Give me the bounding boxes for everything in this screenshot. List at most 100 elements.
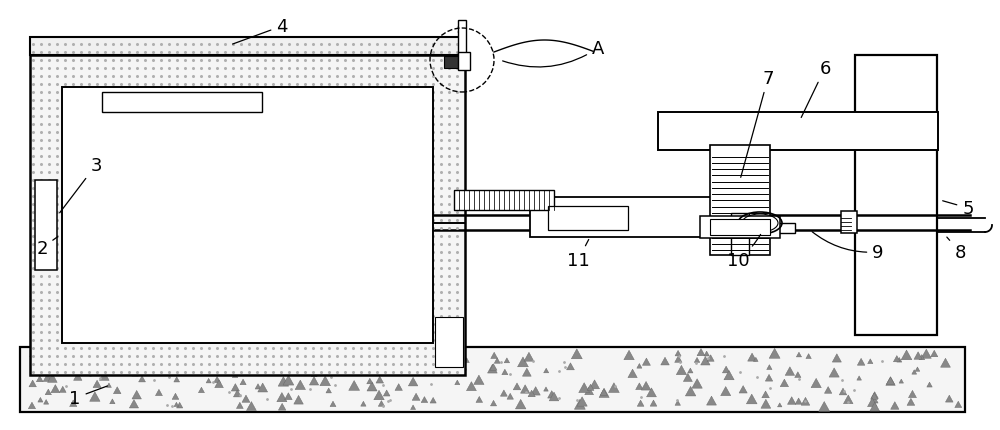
Polygon shape [676, 366, 687, 375]
Bar [444, 57, 458, 69]
Polygon shape [544, 387, 548, 391]
Polygon shape [358, 348, 367, 356]
Polygon shape [767, 365, 772, 370]
Polygon shape [206, 378, 211, 383]
Polygon shape [857, 359, 865, 366]
Polygon shape [721, 387, 731, 396]
Polygon shape [464, 358, 469, 363]
Text: 1: 1 [69, 386, 107, 407]
Polygon shape [311, 372, 317, 377]
Polygon shape [524, 353, 534, 361]
Polygon shape [600, 389, 607, 396]
Polygon shape [811, 378, 821, 388]
Bar [855, 56, 937, 335]
Bar [30, 56, 465, 375]
Polygon shape [871, 393, 878, 399]
Polygon shape [408, 378, 418, 386]
Polygon shape [795, 398, 802, 404]
Bar [62, 88, 433, 343]
Polygon shape [765, 375, 773, 381]
Polygon shape [78, 360, 89, 370]
Polygon shape [129, 399, 139, 408]
Polygon shape [107, 383, 111, 387]
Polygon shape [857, 376, 861, 380]
Polygon shape [528, 390, 535, 397]
Polygon shape [574, 399, 585, 409]
Polygon shape [637, 400, 644, 406]
Polygon shape [761, 399, 771, 408]
Polygon shape [231, 384, 239, 391]
Polygon shape [75, 350, 85, 359]
Polygon shape [785, 367, 795, 375]
Polygon shape [412, 393, 420, 400]
Polygon shape [522, 369, 531, 376]
Polygon shape [571, 349, 582, 359]
Polygon shape [174, 402, 179, 407]
Polygon shape [191, 362, 198, 369]
Polygon shape [258, 383, 268, 392]
Polygon shape [62, 365, 71, 372]
Polygon shape [739, 386, 747, 393]
Polygon shape [796, 352, 802, 357]
Polygon shape [90, 392, 100, 401]
Polygon shape [476, 396, 483, 402]
Polygon shape [94, 360, 101, 367]
Polygon shape [899, 379, 903, 383]
Polygon shape [549, 392, 559, 401]
Polygon shape [242, 395, 250, 402]
Polygon shape [356, 362, 364, 370]
Polygon shape [233, 390, 241, 397]
Polygon shape [132, 370, 138, 376]
Polygon shape [113, 387, 121, 394]
Polygon shape [507, 393, 513, 399]
Polygon shape [378, 401, 385, 406]
Polygon shape [327, 353, 336, 361]
Polygon shape [870, 396, 878, 403]
Polygon shape [624, 350, 634, 360]
Polygon shape [675, 400, 680, 405]
Polygon shape [255, 384, 261, 389]
Polygon shape [455, 380, 460, 385]
Polygon shape [824, 387, 832, 393]
Text: 10: 10 [727, 235, 761, 269]
Polygon shape [683, 373, 692, 381]
Polygon shape [367, 382, 377, 391]
Polygon shape [119, 367, 126, 374]
Polygon shape [136, 354, 141, 359]
Polygon shape [945, 395, 953, 402]
Polygon shape [701, 356, 710, 365]
Polygon shape [707, 355, 714, 361]
Polygon shape [244, 358, 252, 366]
Polygon shape [585, 387, 594, 395]
Polygon shape [110, 399, 115, 404]
Bar [458, 53, 470, 71]
Bar [30, 38, 465, 56]
Polygon shape [806, 354, 811, 359]
Polygon shape [567, 363, 574, 370]
Polygon shape [59, 386, 66, 393]
Polygon shape [921, 349, 931, 359]
Polygon shape [724, 371, 734, 380]
Polygon shape [914, 352, 922, 359]
Polygon shape [174, 377, 180, 382]
Text: A: A [503, 40, 604, 68]
Polygon shape [374, 390, 384, 400]
Polygon shape [466, 382, 476, 391]
Bar [710, 146, 770, 255]
Polygon shape [421, 396, 428, 402]
Polygon shape [38, 356, 43, 361]
Polygon shape [548, 391, 556, 398]
Polygon shape [762, 391, 769, 398]
Polygon shape [232, 373, 238, 378]
Polygon shape [285, 393, 292, 400]
Polygon shape [886, 377, 895, 384]
Polygon shape [238, 368, 244, 373]
Bar [530, 197, 730, 237]
Polygon shape [31, 367, 37, 372]
Polygon shape [641, 381, 651, 390]
Polygon shape [886, 377, 895, 385]
Polygon shape [531, 387, 540, 395]
Polygon shape [647, 388, 656, 397]
Polygon shape [45, 389, 51, 395]
Polygon shape [915, 367, 920, 372]
